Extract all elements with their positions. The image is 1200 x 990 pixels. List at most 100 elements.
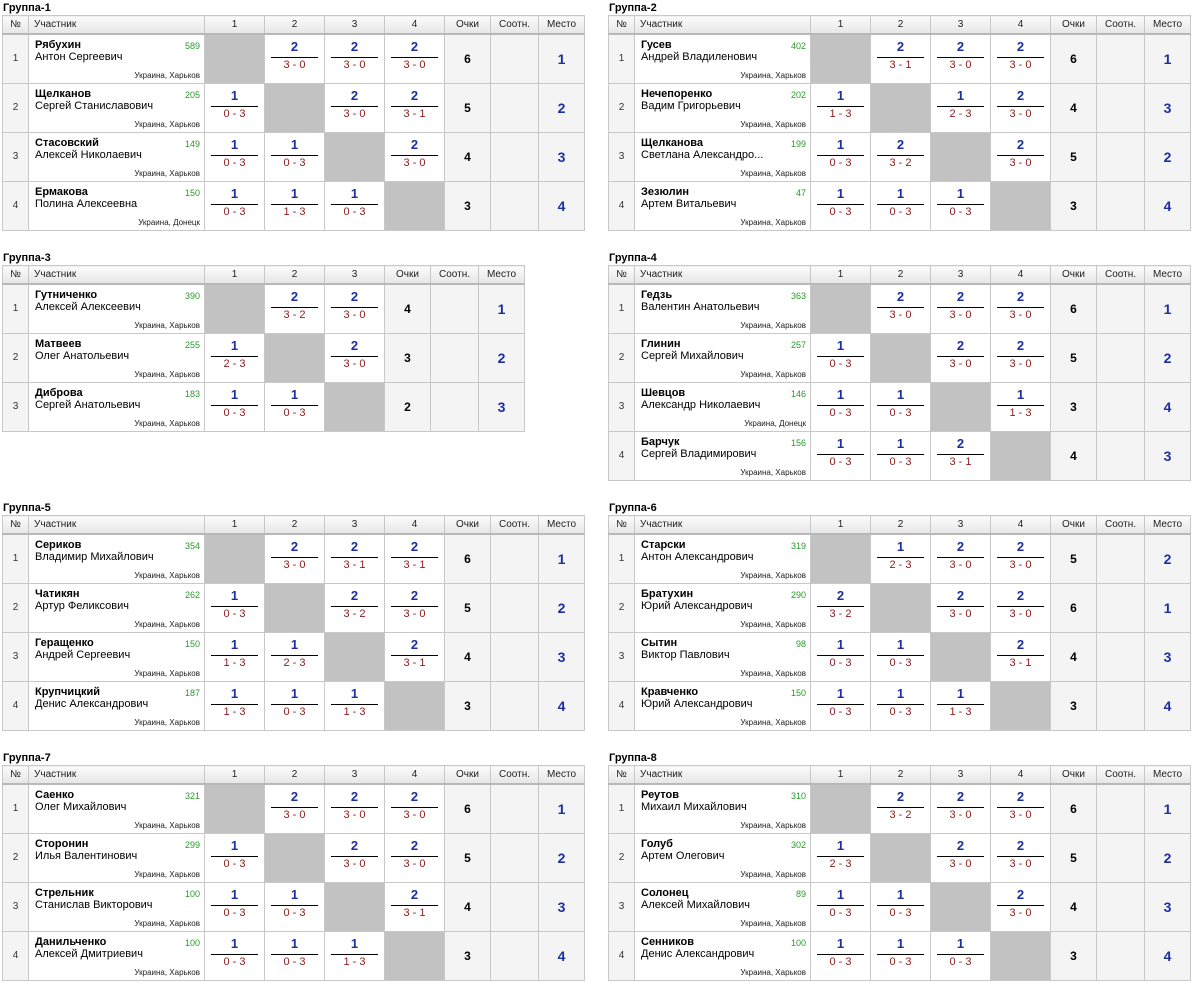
header-points: Очки [384, 265, 431, 285]
player-location: Украина, Харьков [134, 869, 200, 879]
player-cell[interactable]: Рябухин 589 Антон Сергеевич Украина, Харько… [28, 33, 205, 84]
player-surname: Сытин [641, 636, 678, 649]
player-cell[interactable]: Щелканова 199 Светлана Александро... Украин… [634, 131, 811, 182]
player-cell[interactable]: Гедзь 363 Валентин Анатольевич Украина, Хар… [634, 283, 811, 334]
match-score: 0 - 3 [283, 156, 306, 169]
player-row: 4 Кравченко 150 Юрий Александрович Украина, … [608, 680, 1191, 731]
player-cell[interactable]: Глинин 257 Сергей Михайлович Украина, Харьк… [634, 332, 811, 383]
header-opponent-1: 1 [204, 265, 265, 285]
match-points: 1 [230, 636, 239, 652]
header-player: Участник [634, 515, 811, 535]
player-cell[interactable]: Матвеев 255 Олег Анатольевич Украина, Харьк… [28, 332, 205, 383]
player-cell[interactable]: Крупчицкий 187 Денис Александрович Украина,… [28, 680, 205, 731]
player-cell[interactable]: Братухин 290 Юрий Александрович Украина, Ха… [634, 582, 811, 633]
match-points: 1 [230, 386, 239, 402]
self-match-cell [990, 680, 1051, 731]
player-cell[interactable]: Шевцов 146 Александр Николаевич Украина, До… [634, 381, 811, 432]
player-cell[interactable]: Данильченко 100 Алексей Дмитриевич Украина,… [28, 930, 205, 981]
result-divider [997, 904, 1044, 906]
player-cell[interactable]: Барчук 156 Сергей Владимирович Украина, Хар… [634, 430, 811, 481]
result-divider [211, 904, 258, 906]
player-row: 1 Сериков 354 Владимир Михайлович Украина, Х… [2, 533, 585, 584]
player-cell[interactable]: Гусев 402 Андрей Владиленович Украина, Харь… [634, 33, 811, 84]
group-table: № Участник 1 2 3 4 Очки Соотн. Место 1 Старски 319 А… [608, 515, 1191, 731]
player-given-names: Юрий Александрович [641, 697, 753, 710]
player-number: 4 [608, 680, 635, 731]
player-cell[interactable]: Щелканов 205 Сергей Станиславович Украина, … [28, 82, 205, 133]
header-opponent-4: 4 [990, 515, 1051, 535]
result-divider [211, 203, 258, 205]
match-points: 1 [290, 136, 299, 152]
player-cell[interactable]: Сенников 100 Денис Александрович Украина, Х… [634, 930, 811, 981]
match-points: 1 [836, 435, 845, 451]
player-cell[interactable]: Диброва 183 Сергей Анатольевич Украина, Хар… [28, 381, 205, 432]
player-cell[interactable]: Сторонин 299 Илья Валентинович Украина, Хар… [28, 832, 205, 883]
header-player: Участник [28, 515, 205, 535]
result-divider [331, 105, 378, 107]
player-location: Украина, Харьков [134, 918, 200, 928]
match-points: 1 [230, 935, 239, 951]
player-location: Украина, Харьков [740, 668, 806, 678]
match-result-cell: 1 0 - 3 [324, 180, 385, 231]
player-number: 2 [2, 332, 29, 383]
player-cell[interactable]: Стрельник 100 Станислав Викторович Украина,… [28, 881, 205, 932]
player-cell[interactable]: Сериков 354 Владимир Михайлович Украина, Ха… [28, 533, 205, 584]
player-cell[interactable]: Стасовский 149 Алексей Николаевич Украина, … [28, 131, 205, 182]
result-divider [937, 953, 984, 955]
player-ratio [1096, 131, 1145, 182]
player-cell[interactable]: Кравченко 150 Юрий Александрович Украина, Х… [634, 680, 811, 731]
player-place: 2 [538, 82, 585, 133]
player-given-names: Сергей Владимирович [641, 447, 757, 460]
header-num: № [2, 15, 29, 35]
player-cell[interactable]: Гутниченко 390 Алексей Алексеевич Украина, … [28, 283, 205, 334]
self-match-cell [264, 332, 325, 383]
player-points: 5 [444, 832, 491, 883]
match-score: 3 - 0 [403, 59, 426, 71]
player-cell[interactable]: Солонец 89 Алексей Михайлович Украина, Харь… [634, 881, 811, 932]
group-table: № Участник 1 2 3 4 Очки Соотн. Место 1 Гусев 402 Анд… [608, 15, 1191, 231]
player-place: 1 [1144, 33, 1191, 84]
result-divider [997, 154, 1044, 156]
player-number: 2 [608, 332, 635, 383]
player-row: 1 Саенко 321 Олег Михайлович Украина, Харько… [2, 783, 585, 834]
match-score: 1 - 3 [283, 205, 306, 218]
match-score: 0 - 3 [889, 656, 912, 669]
match-result-cell: 1 0 - 3 [204, 381, 265, 432]
player-number: 2 [608, 832, 635, 883]
player-place: 1 [538, 533, 585, 584]
player-cell[interactable]: Голуб 302 Артем Олегович Украина, Харьков [634, 832, 811, 883]
self-match-cell [930, 631, 991, 682]
result-divider [937, 105, 984, 107]
match-points: 2 [896, 39, 905, 54]
header-opponent-2: 2 [870, 515, 931, 535]
player-number: 1 [2, 783, 29, 834]
match-points: 2 [290, 289, 299, 304]
match-score: 0 - 3 [223, 406, 246, 419]
player-points: 6 [1050, 783, 1097, 834]
match-result-cell: 1 0 - 3 [204, 82, 265, 133]
player-cell[interactable]: Реутов 310 Михаил Михайлович Украина, Харьк… [634, 783, 811, 834]
player-cell[interactable]: Саенко 321 Олег Михайлович Украина, Харьков [28, 783, 205, 834]
match-result-cell: 2 3 - 1 [870, 33, 931, 84]
player-rating: 390 [184, 291, 200, 301]
player-location: Украина, Харьков [134, 668, 200, 678]
match-points: 2 [956, 435, 965, 451]
match-score: 0 - 3 [889, 205, 912, 218]
player-points: 6 [444, 783, 491, 834]
player-given-names: Артем Олегович [641, 849, 725, 862]
match-points: 2 [1016, 587, 1025, 603]
player-cell[interactable]: Ермакова 150 Полина Алексеевна Украина, Дон… [28, 180, 205, 231]
result-divider [817, 203, 864, 205]
self-match-cell [930, 131, 991, 182]
result-divider [271, 904, 318, 906]
player-cell[interactable]: Сытин 98 Виктор Павлович Украина, Харьков [634, 631, 811, 682]
player-cell[interactable]: Чатикян 262 Артур Феликсович Украина, Харьк… [28, 582, 205, 633]
player-cell[interactable]: Зезюлин 47 Артем Витальевич Украина, Харько… [634, 180, 811, 231]
player-surname: Сторонин [35, 837, 89, 850]
player-cell[interactable]: Нечепоренко 202 Вадим Григорьевич Украина, … [634, 82, 811, 133]
player-cell[interactable]: Старски 319 Антон Александрович Украина, Ха… [634, 533, 811, 584]
player-cell[interactable]: Геращенко 150 Андрей Сергеевич Украина, Хар… [28, 631, 205, 682]
match-score: 3 - 0 [283, 59, 306, 71]
player-ratio [430, 332, 479, 383]
header-opponent-1: 1 [810, 265, 871, 285]
